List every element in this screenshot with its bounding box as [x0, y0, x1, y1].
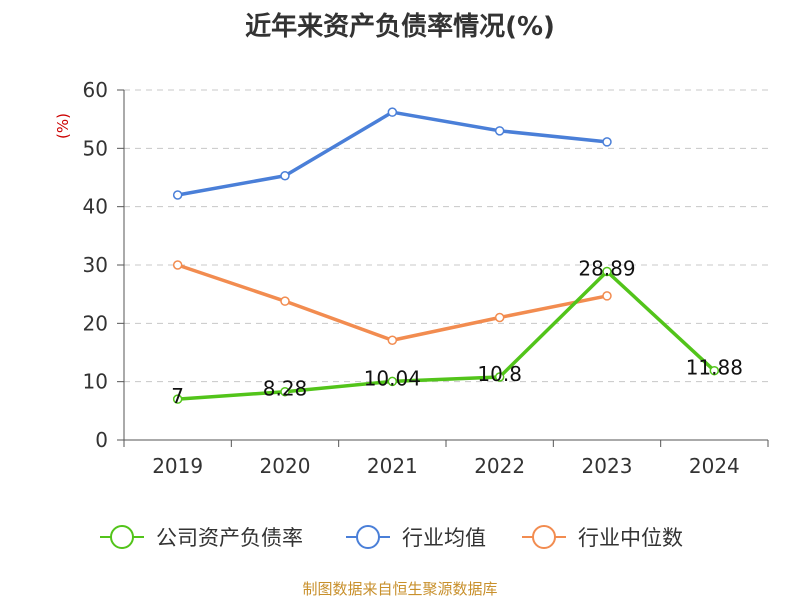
x-tick-label: 2024 — [689, 454, 740, 478]
y-tick-label: 0 — [95, 428, 108, 452]
data-point — [494, 126, 505, 136]
legend-label: 行业中位数 — [578, 526, 683, 550]
legend-item[interactable]: 公司资产负债率 — [100, 525, 303, 550]
x-tick-label: 2020 — [260, 454, 311, 478]
data-point — [172, 394, 183, 404]
series-line — [175, 263, 609, 342]
data-point — [494, 372, 505, 382]
y-axis-label: (%) — [54, 113, 72, 139]
data-point — [387, 335, 398, 345]
data-point — [602, 266, 612, 277]
data-point — [280, 386, 290, 397]
series — [172, 107, 720, 404]
y-tick-label: 60 — [83, 78, 108, 102]
data-point — [387, 376, 398, 387]
y-tick-label: 30 — [83, 253, 108, 277]
data-label: 7 — [171, 384, 184, 408]
legend-item[interactable]: 行业均值 — [346, 525, 486, 550]
x-tick-label: 2022 — [474, 454, 525, 478]
legend[interactable]: 公司资产负债率 行业均值 行业中位数 — [100, 525, 683, 550]
x-tick-label: 2023 — [582, 454, 633, 478]
data-point — [602, 291, 612, 301]
data-label: 11.88 — [686, 356, 743, 380]
data-label: 10.8 — [477, 362, 522, 386]
legend-marker — [532, 525, 556, 549]
y-tick-label: 40 — [83, 195, 108, 219]
x-tick-label: 2021 — [367, 454, 418, 478]
series-line — [175, 110, 609, 197]
legend-label: 行业均值 — [402, 526, 486, 550]
x-tick-label: 2019 — [152, 454, 203, 478]
series-line — [175, 269, 717, 401]
y-tick-label: 20 — [83, 311, 108, 335]
axes: 0 10 20 30 40 50 60 2019 2020 2021 2022 2023 2024 (%) — [54, 78, 769, 478]
data-point — [172, 190, 183, 200]
data-point — [602, 137, 612, 147]
legend-label: 公司资产负债率 — [156, 526, 303, 550]
data-point — [387, 107, 398, 117]
data-point — [172, 260, 183, 270]
data-point — [280, 171, 290, 181]
y-tick-label: 10 — [83, 370, 108, 394]
source-note: 制图数据来自恒生聚源数据库 — [302, 580, 498, 598]
data-point — [494, 312, 505, 323]
gridlines — [124, 89, 768, 383]
legend-marker — [110, 525, 134, 549]
data-point — [280, 296, 290, 306]
data-label: 28.89 — [578, 256, 635, 280]
y-tick-label: 50 — [83, 136, 108, 160]
data-point — [709, 365, 720, 376]
legend-marker — [356, 525, 380, 549]
chart-title: 近年来资产负债率情况(%) — [245, 12, 555, 42]
data-label: 8.28 — [263, 377, 308, 401]
legend-item[interactable]: 行业中位数 — [522, 525, 683, 550]
data-labels: 7 8.28 10.04 10.8 28.89 11.88 — [171, 256, 743, 408]
data-label: 10.04 — [364, 366, 421, 390]
